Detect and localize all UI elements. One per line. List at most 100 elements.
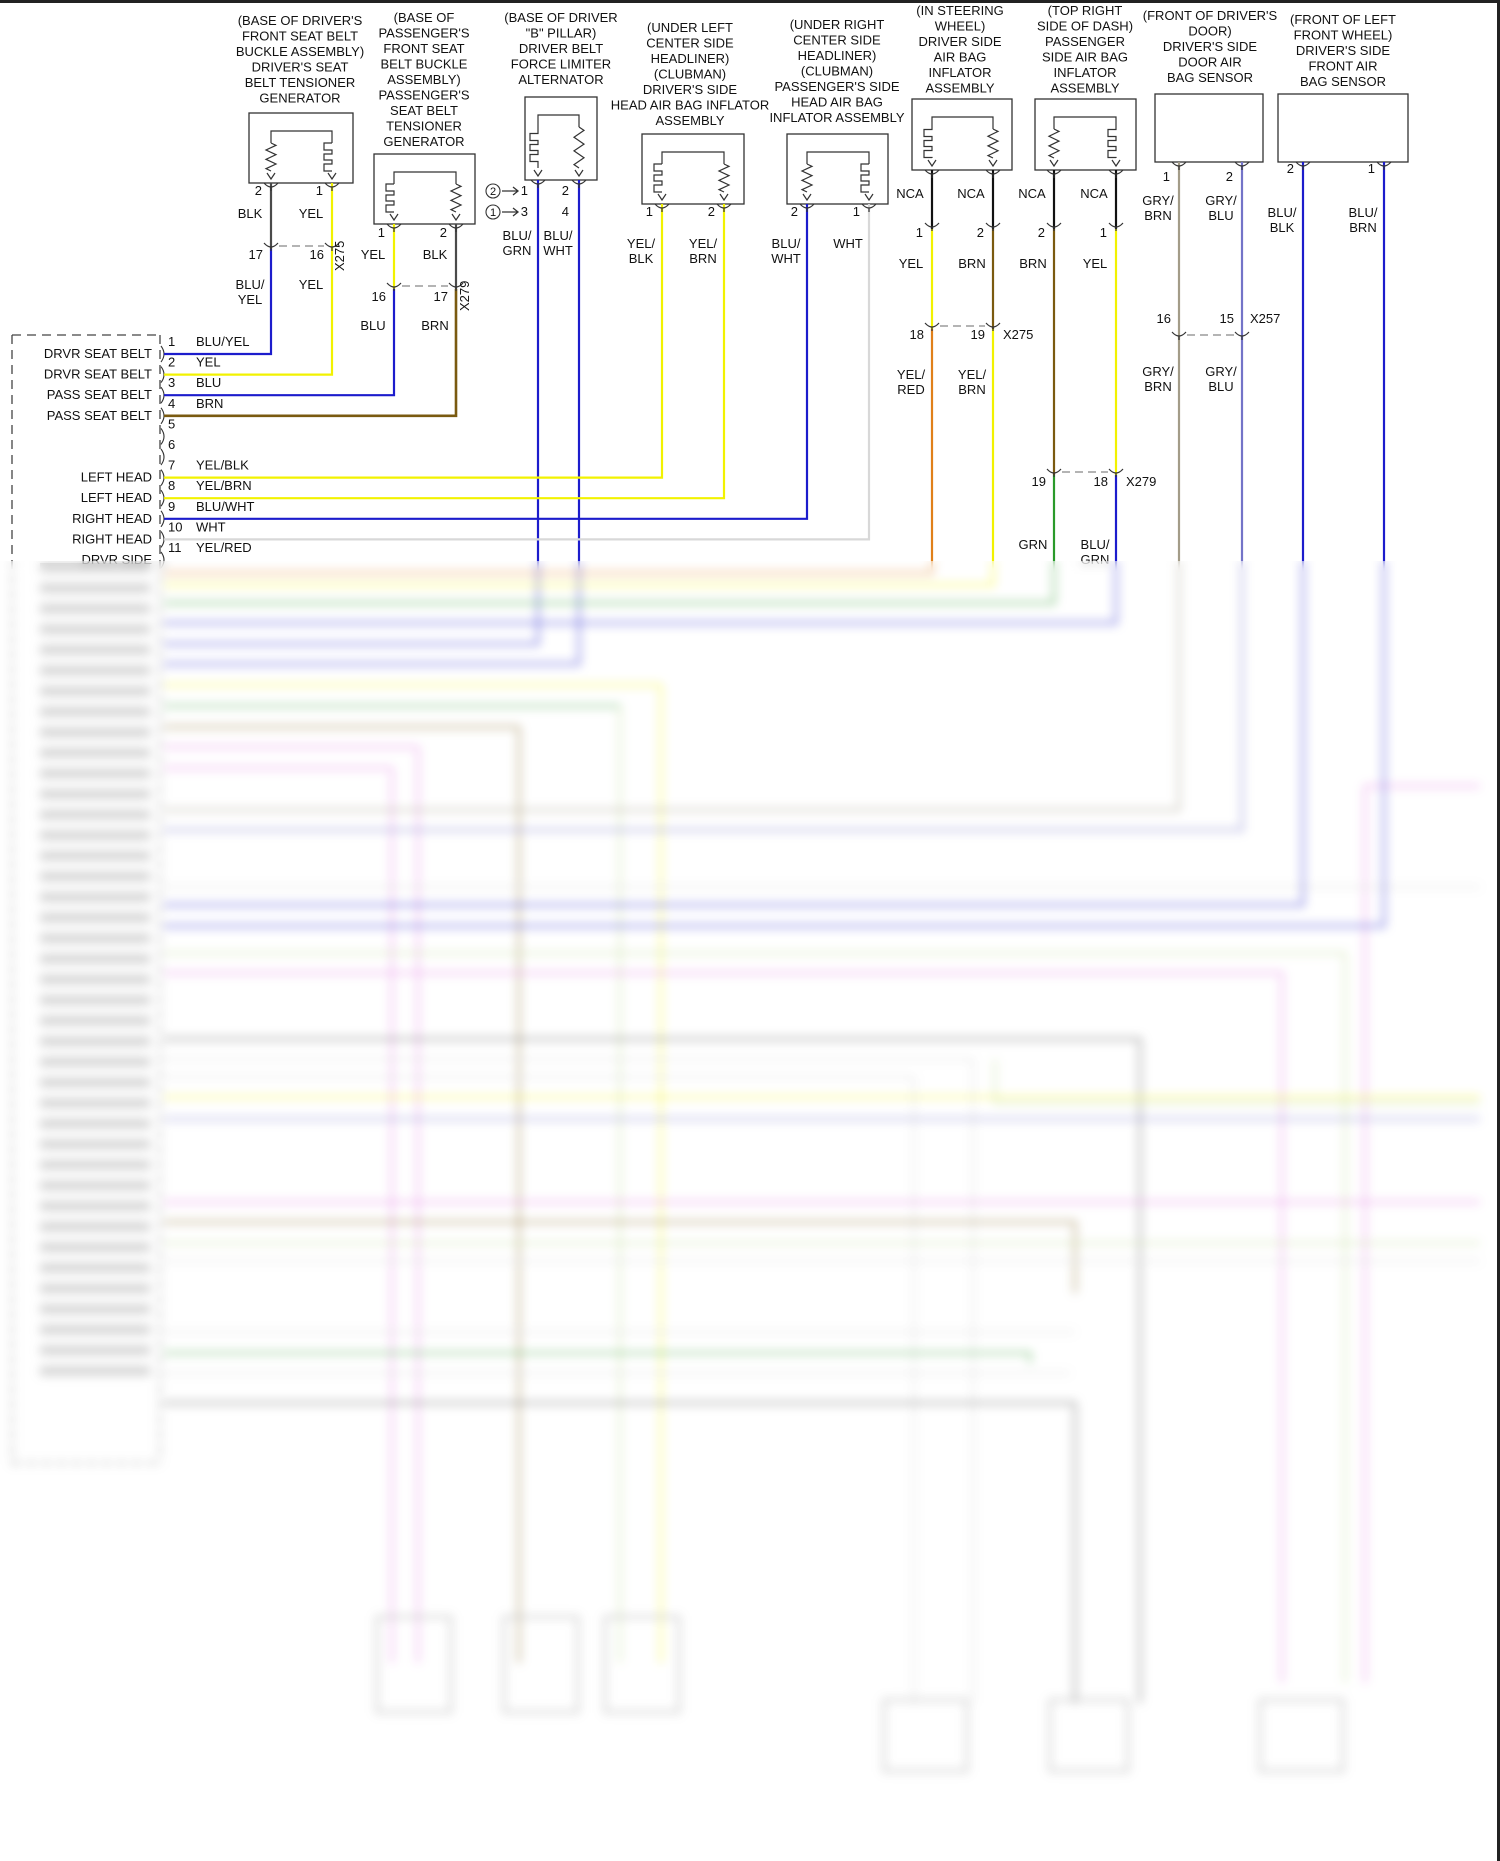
connector-name: X275 — [332, 241, 347, 271]
pin-number: 1 — [378, 225, 385, 240]
reference-number: 1 — [490, 207, 496, 219]
component-title: INFLATOR ASSEMBLY — [769, 110, 904, 125]
component-title: FRONT SEAT BELT — [242, 29, 358, 44]
wire-brn — [164, 289, 458, 418]
component-title: ASSEMBLY — [925, 81, 994, 96]
wire-color-label: GRN — [1019, 537, 1048, 552]
wire-color-label: YEL/ — [627, 236, 656, 251]
arrow-icon — [451, 213, 461, 222]
wire-color-label: WHT — [771, 251, 801, 266]
component-box — [1154, 93, 1264, 163]
module-pin-name: LEFT HEAD — [81, 470, 152, 485]
wire-yel-blk — [164, 204, 664, 479]
wire-color-label: BLK — [423, 247, 448, 262]
pin-number: 2 — [440, 225, 447, 240]
pin-number: 1 — [916, 225, 923, 240]
internal-circuit — [661, 151, 725, 164]
pin-socket — [924, 169, 940, 178]
component-title: BUCKLE ASSEMBLY) — [236, 44, 364, 59]
arrow-icon — [327, 172, 337, 181]
component-title: DRIVER'S SIDE — [1296, 43, 1391, 58]
wire-color-label: BLU — [1208, 379, 1233, 394]
wire-blu-wht — [164, 204, 809, 520]
connector-pin-number: 16 — [372, 289, 386, 304]
component-title: (TOP RIGHT — [1048, 3, 1123, 18]
internal-circuit — [270, 130, 333, 143]
module-pin-wire-color: YEL/BLK — [196, 458, 249, 473]
module-pin-socket — [160, 489, 165, 507]
component-title: (IN STEERING — [916, 3, 1003, 18]
connector-pin-number: 16 — [1157, 311, 1171, 326]
pin-socket — [263, 182, 279, 191]
connector-pin — [448, 282, 464, 291]
component-title: ASSEMBLY) — [387, 72, 460, 87]
component-box — [786, 133, 889, 205]
wire-color-label: BLU/ — [1349, 205, 1378, 220]
wire-color-label: BRN — [958, 382, 985, 397]
component-title: BAG SENSOR — [1167, 70, 1253, 85]
pin-socket — [1171, 161, 1187, 170]
connector-pin-number: 19 — [971, 327, 985, 342]
page-border — [1497, 3, 1500, 1861]
wire-color-label: BLU/ — [1268, 205, 1297, 220]
pin-socket — [861, 203, 877, 212]
connector-pin-number: 15 — [1220, 311, 1234, 326]
connector-pin — [386, 282, 402, 291]
component-title: PASSENGER — [1045, 34, 1125, 49]
wire-color-label: BLK — [238, 206, 263, 221]
wire-color-label: BLU — [360, 318, 385, 333]
wire-color-label: BRN — [1019, 256, 1046, 271]
module-pin-wire-color: YEL — [196, 355, 221, 370]
component-title: DRIVER'S SEAT — [252, 60, 349, 75]
component-box — [911, 98, 1013, 171]
module-pin-name: RIGHT HEAD — [72, 531, 152, 546]
pin-number: 2 — [977, 225, 984, 240]
resistor-icon — [449, 183, 463, 213]
wire-color-label: BLU/ — [1081, 537, 1110, 552]
pin-socket — [1046, 169, 1062, 178]
component-box — [1034, 98, 1137, 171]
wire-color-label: YEL/ — [689, 236, 718, 251]
wire-color-label: GRY/ — [1142, 193, 1174, 208]
wire-color-label: YEL — [361, 247, 386, 262]
resistor-icon — [264, 142, 278, 172]
component-title: (BASE OF DRIVER'S — [238, 13, 363, 28]
wire-color-label: GRY/ — [1142, 364, 1174, 379]
connector-name: X275 — [1003, 327, 1033, 342]
wire-color-label: BRN — [1144, 208, 1171, 223]
resistor-icon — [717, 163, 731, 193]
component-title: DOOR) — [1188, 24, 1231, 39]
arrow-icon — [1111, 159, 1121, 168]
wire-color-label: WHT — [833, 236, 863, 251]
wire-color-label: GRY/ — [1205, 193, 1237, 208]
wire-color-label: BLU/ — [772, 236, 801, 251]
pin-socket — [571, 179, 587, 188]
component-title: DRIVER'S SIDE — [1163, 39, 1258, 54]
component-title: DRIVER'S SIDE — [643, 82, 738, 97]
wire-yel-red — [164, 329, 934, 575]
pin-socket — [985, 222, 1001, 231]
pin-number: 1 — [646, 204, 653, 219]
arrow-right-icon — [502, 186, 520, 196]
module-pin-number: 11 — [168, 540, 182, 555]
component-title: DRIVER SIDE — [918, 34, 1001, 49]
module-pin-number: 9 — [168, 499, 175, 514]
module-pin-wire-color: BLU — [196, 375, 221, 390]
module-pin-number: 5 — [168, 416, 175, 431]
component-title: FRONT WHEEL) — [1294, 28, 1393, 43]
squib-icon — [923, 128, 933, 159]
wire-color-label: BLU/ — [236, 277, 265, 292]
arrow-right-icon — [502, 207, 520, 217]
wire-wht — [164, 204, 871, 541]
squib-icon — [860, 163, 870, 193]
pin-number: 2 — [791, 204, 798, 219]
connector-pin-number: 17 — [434, 289, 448, 304]
module-pin-wire-color: YEL/RED — [196, 540, 252, 555]
component-title: (FRONT OF LEFT — [1290, 12, 1396, 27]
lead-label: NCA — [1080, 186, 1108, 201]
module-pin-name: DRVR SEAT BELT — [44, 367, 152, 382]
connector-name: X257 — [1250, 311, 1280, 326]
component-title: DOOR AIR — [1178, 55, 1242, 70]
component-title: (BASE OF — [394, 10, 455, 25]
